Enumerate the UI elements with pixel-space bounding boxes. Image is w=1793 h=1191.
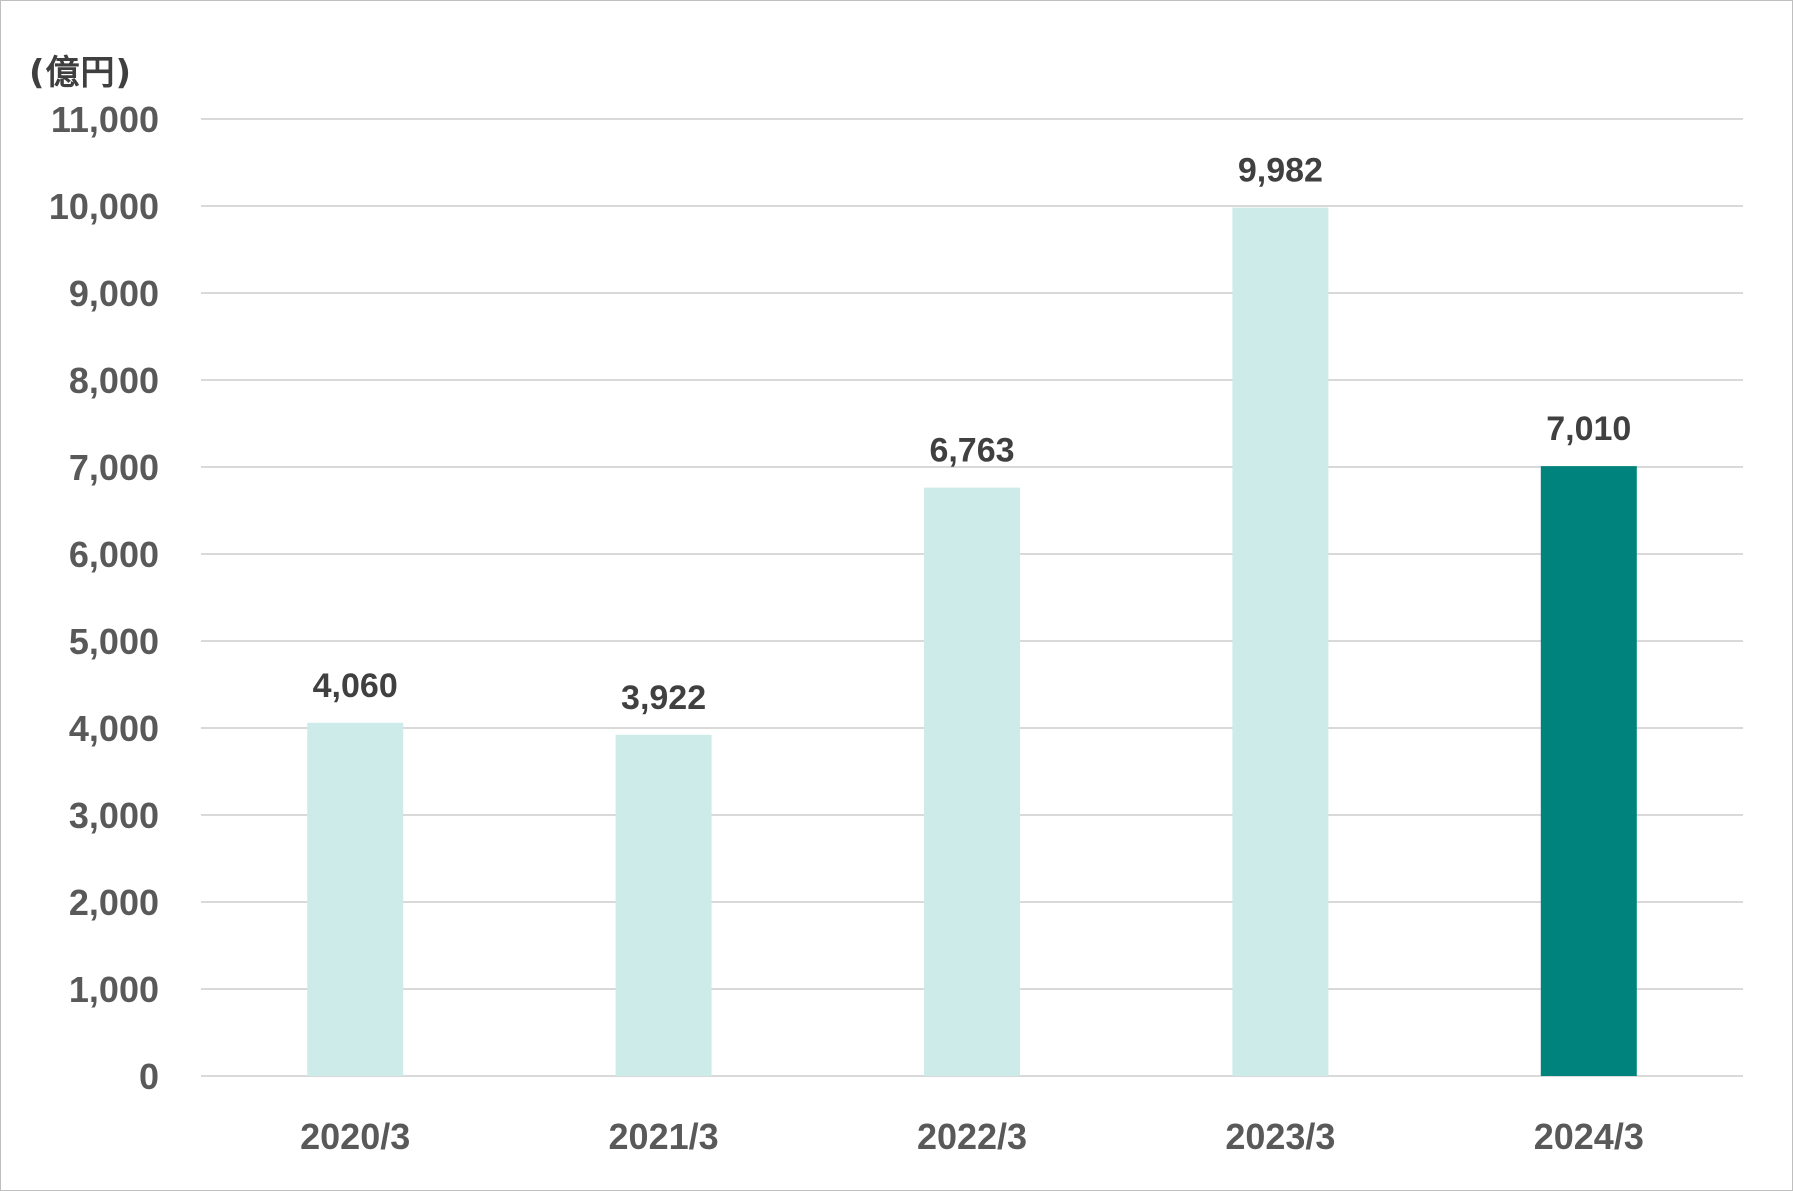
y-tick-label: 5,000 [69, 621, 159, 662]
x-category-label: 2020/3 [300, 1116, 410, 1157]
bars [307, 207, 1637, 1077]
bar-2024-3 [1540, 466, 1637, 1076]
y-tick-label: 4,000 [69, 708, 159, 749]
y-tick-label: 9,000 [69, 273, 159, 314]
data-labels: 4,060 3,922 6,763 9,982 7,010 [313, 152, 1632, 717]
data-label: 3,922 [621, 679, 706, 717]
y-tick-label: 3,000 [69, 795, 159, 836]
y-tick-label: 6,000 [69, 534, 159, 575]
data-label: 9,982 [1238, 152, 1323, 190]
y-axis-ticks: 0 1,000 2,000 3,000 4,000 5,000 6,000 7,000 8,00… [49, 99, 159, 1097]
y-axis-unit-label: (億円) [29, 53, 133, 93]
y-tick-label: 7,000 [69, 447, 159, 488]
x-axis-categories: 2020/3 2021/3 2022/3 2023/3 2024/3 [300, 1116, 1644, 1157]
x-category-label: 2024/3 [1534, 1116, 1644, 1157]
y-tick-label: 2,000 [69, 882, 159, 923]
y-tick-label: 8,000 [69, 360, 159, 401]
x-category-label: 2023/3 [1225, 1116, 1335, 1157]
data-label: 4,060 [313, 667, 398, 705]
data-label: 6,763 [929, 432, 1014, 470]
bar-2022-3 [924, 487, 1020, 1076]
bar-2023-3 [1232, 207, 1329, 1077]
y-tick-label: 0 [139, 1056, 159, 1097]
x-category-label: 2022/3 [917, 1116, 1027, 1157]
bar-2020-3 [307, 722, 404, 1076]
data-label: 7,010 [1546, 410, 1631, 448]
y-tick-label: 10,000 [49, 186, 159, 227]
x-category-label: 2021/3 [609, 1116, 719, 1157]
y-tick-label: 1,000 [69, 969, 159, 1010]
bar-2021-3 [615, 734, 712, 1076]
y-tick-label: 11,000 [51, 99, 159, 140]
